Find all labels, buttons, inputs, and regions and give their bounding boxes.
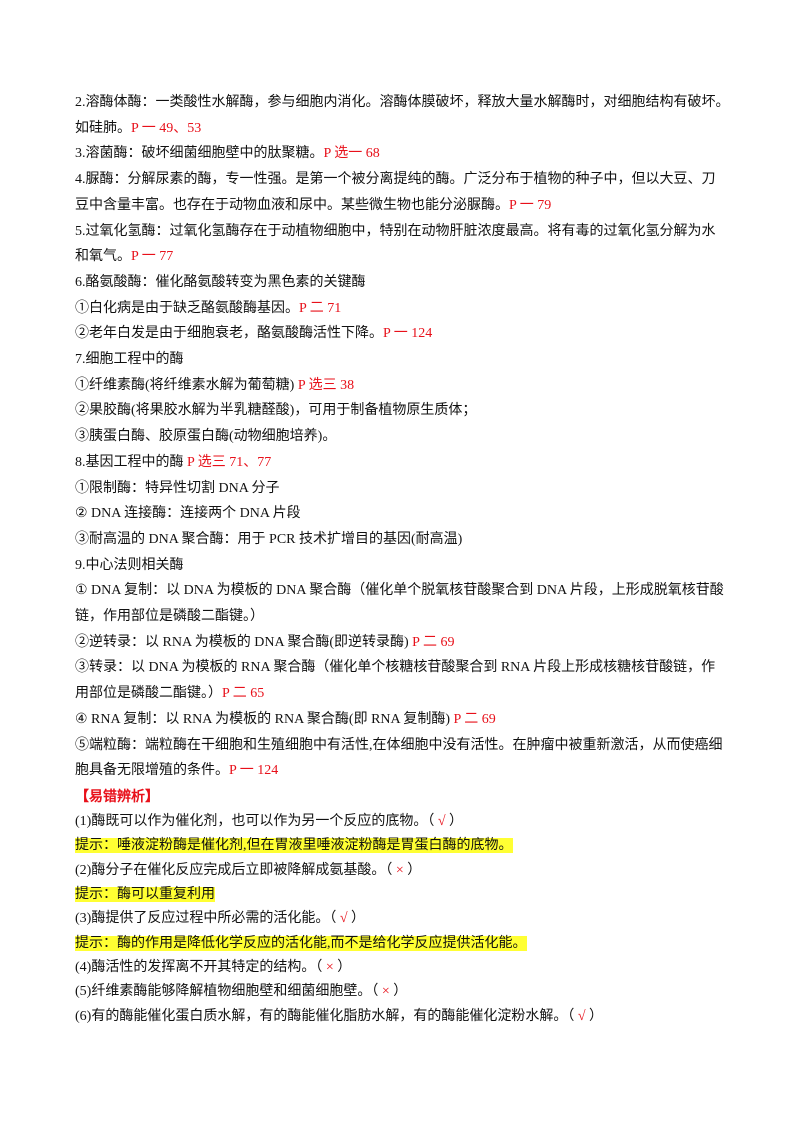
text-line: 和氧气。P 一 77: [75, 247, 173, 267]
text-run: √: [577, 1008, 586, 1024]
text-line: ①白化病是由于缺乏酪氨酸酶基因。P 二 71: [75, 299, 341, 319]
text-run: ②逆转录：以 RNA 为模板的 DNA 聚合酶(即逆转录酶): [75, 634, 413, 650]
text-run: ③转录：以 DNA 为模板的 RNA 聚合酶（催化单个核糖核苷酸聚合到 RNA …: [75, 660, 716, 676]
hint-line: 提示：酶可以重复利用: [75, 885, 215, 905]
text-run: (5)纤维素酶能够降解植物细胞壁和细菌细胞壁。（: [75, 984, 382, 1000]
question-line: (1)酶既可以作为催化剂，也可以作为另一个反应的底物。（ √ ）: [75, 812, 463, 832]
text-run: 提示：酶可以重复利用: [75, 887, 215, 902]
text-run: ② DNA 连接酶：连接两个 DNA 片段: [75, 506, 301, 522]
text-run: 8.基因工程中的酶: [75, 454, 187, 470]
section-title: 【易错辨析】: [75, 789, 159, 805]
text-run: ）: [333, 959, 352, 975]
hint-line: 提示：唾液淀粉酶是催化剂,但在胃液里唾液淀粉酶是胃蛋白酶的底物。: [75, 836, 513, 856]
question-line: (2)酶分子在催化反应完成后立即被降解成氨基酸。（ × ）: [75, 861, 421, 881]
text-run: ）: [585, 1008, 604, 1024]
text-run: (3)酶提供了反应过程中所必需的活化能。（: [75, 911, 340, 927]
text-run: ④ RNA 复制：以 RNA 为模板的 RNA 聚合酶(即 RNA 复制酶): [75, 711, 454, 727]
text-run: (2)酶分子在催化反应完成后立即被降解成氨基酸。（: [75, 862, 396, 878]
text-line: 链，作用部位是磷酸二酯键。）: [75, 607, 264, 627]
text-line: ⑤端粒酶：端粒酶在干细胞和生殖细胞中有活性,在体细胞中没有活性。在肿瘤中被重新激…: [75, 736, 723, 756]
text-line: ②果胶酶(将果胶水解为半乳糖醛酸)，可用于制备植物原生质体；: [75, 401, 476, 421]
text-run: P 一 49、53: [131, 120, 202, 136]
text-run: 7.细胞工程中的酶: [75, 352, 184, 367]
text-line: 4.脲酶：分解尿素的酶，专一性强。是第一个被分离提纯的酶。广泛分布于植物的种子中…: [75, 170, 716, 190]
question-line: (6)有的酶能催化蛋白质水解，有的酶能催化脂肪水解，有的酶能催化淀粉水解。（ √…: [75, 1007, 603, 1027]
text-line: ① DNA 复制：以 DNA 为模板的 DNA 聚合酶（催化单个脱氧核苷酸聚合到…: [75, 581, 724, 601]
text-run: P 二 69: [412, 634, 455, 650]
text-run: (6)有的酶能催化蛋白质水解，有的酶能催化脂肪水解，有的酶能催化淀粉水解。（: [75, 1008, 578, 1024]
text-line: ①纤维素酶(将纤维素水解为葡萄糖) P 选三 38: [75, 376, 354, 396]
text-run: ）: [347, 911, 366, 927]
text-run: ）: [389, 984, 408, 1000]
text-run: 5.过氧化氢酶：过氧化氢酶存在于动植物细胞中，特别在动物肝脏浓度最高。将有毒的过…: [75, 223, 716, 239]
text-run: P 一 124: [229, 763, 279, 779]
text-run: P 一 77: [131, 249, 174, 265]
text-line: ③耐高温的 DNA 聚合酶：用于 PCR 技术扩增目的基因(耐高温): [75, 530, 462, 550]
text-run: 9.中心法则相关酶: [75, 557, 184, 573]
text-run: ×: [395, 862, 404, 878]
text-run: P 二 71: [299, 300, 342, 316]
text-run: ②老年白发是由于细胞衰老，酪氨酸酶活性下降。: [75, 326, 383, 342]
text-line: ③胰蛋白酶、胶原蛋白酶(动物细胞培养)。: [75, 427, 336, 447]
text-run: ③耐高温的 DNA 聚合酶：用于 PCR 技术扩增目的基因(耐高温): [75, 531, 463, 547]
text-run: 胞具备无限增殖的条件。: [75, 763, 229, 779]
text-line: 胞具备无限增殖的条件。P 一 124: [75, 761, 278, 781]
text-line: 5.过氧化氢酶：过氧化氢酶存在于动植物细胞中，特别在动物肝脏浓度最高。将有毒的过…: [75, 222, 716, 242]
text-run: (1)酶既可以作为催化剂，也可以作为另一个反应的底物。（: [75, 814, 438, 830]
question-line: (3)酶提供了反应过程中所必需的活化能。（ √ ）: [75, 909, 365, 929]
text-line: 9.中心法则相关酶: [75, 556, 184, 576]
text-run: 和氧气。: [75, 249, 131, 265]
text-run: P 一 124: [383, 326, 433, 342]
text-run: P 选三 71、77: [187, 454, 272, 470]
text-run: ①限制酶：特异性切割 DNA 分子: [75, 480, 280, 496]
text-run: ③胰蛋白酶、胶原蛋白酶(动物细胞培养)。: [75, 429, 337, 445]
text-run: ⑤端粒酶：端粒酶在干细胞和生殖细胞中有活性,在体细胞中没有活性。在肿瘤中被重新激…: [75, 737, 723, 753]
text-run: 豆中含量丰富。也存在于动物血液和尿中。某些微生物也能分泌脲酶。: [75, 197, 509, 213]
text-run: (4)酶活性的发挥离不开其特定的结构。（: [75, 959, 326, 975]
text-run: ②果胶酶(将果胶水解为半乳糖醛酸)，可用于制备植物原生质体；: [75, 403, 477, 419]
text-line: ②老年白发是由于细胞衰老，酪氨酸酶活性下降。P 一 124: [75, 324, 432, 344]
text-run: P 一 79: [509, 197, 552, 213]
text-run: 6.酪氨酸酶：催化酪氨酸转变为黑色素的关键酶: [75, 274, 366, 290]
text-run: 链，作用部位是磷酸二酯键。）: [75, 609, 264, 624]
text-run: ①纤维素酶(将纤维素水解为葡萄糖): [75, 377, 298, 393]
question-line: (4)酶活性的发挥离不开其特定的结构。（ × ）: [75, 958, 351, 978]
hint-line: 提示：酶的作用是降低化学反应的活化能,而不是给化学反应提供活化能。: [75, 934, 527, 954]
text-line: 6.酪氨酸酶：催化酪氨酸转变为黑色素的关键酶: [75, 273, 366, 293]
text-run: ）: [445, 814, 464, 830]
text-run: P 二 65: [222, 686, 265, 702]
text-run: 4.脲酶：分解尿素的酶，专一性强。是第一个被分离提纯的酶。广泛分布于植物的种子中…: [75, 172, 716, 188]
question-line: (5)纤维素酶能够降解植物细胞壁和细菌细胞壁。（ × ）: [75, 982, 407, 1002]
text-run: ）: [403, 862, 422, 878]
text-line: 3.溶菌酶：破坏细菌细胞壁中的肽聚糖。P 选一 68: [75, 144, 380, 164]
text-line: 8.基因工程中的酶 P 选三 71、77: [75, 453, 271, 473]
text-run: ①白化病是由于缺乏酪氨酸酶基因。: [75, 300, 299, 316]
text-run: 2.溶酶体酶：一类酸性水解酶，参与细胞内消化。溶酶体膜破坏，释放大量水解酶时，对…: [75, 95, 730, 110]
text-line: ①限制酶：特异性切割 DNA 分子: [75, 479, 280, 499]
text-run: 提示：唾液淀粉酶是催化剂,但在胃液里唾液淀粉酶是胃蛋白酶的底物。: [75, 838, 513, 854]
text-line: ②逆转录：以 RNA 为模板的 DNA 聚合酶(即逆转录酶) P 二 69: [75, 633, 454, 653]
text-run: P 二 69: [453, 711, 496, 727]
text-line: ④ RNA 复制：以 RNA 为模板的 RNA 聚合酶(即 RNA 复制酶) P…: [75, 710, 496, 730]
text-line: 2.溶酶体酶：一类酸性水解酶，参与细胞内消化。溶酶体膜破坏，释放大量水解酶时，对…: [75, 93, 730, 113]
text-line: ② DNA 连接酶：连接两个 DNA 片段: [75, 504, 301, 524]
text-line: 豆中含量丰富。也存在于动物血液和尿中。某些微生物也能分泌脲酶。P 一 79: [75, 196, 551, 216]
text-run: P 选三 38: [297, 377, 355, 393]
text-line: ③转录：以 DNA 为模板的 RNA 聚合酶（催化单个核糖核苷酸聚合到 RNA …: [75, 658, 715, 678]
text-line: 用部位是磷酸二酯键。）P 二 65: [75, 684, 264, 704]
text-run: P 选一 68: [323, 146, 380, 162]
text-run: ×: [381, 984, 390, 1000]
text-run: ×: [325, 959, 334, 975]
text-run: √: [339, 911, 348, 927]
text-run: 用部位是磷酸二酯键。）: [75, 686, 222, 702]
text-run: ① DNA 复制：以 DNA 为模板的 DNA 聚合酶（催化单个脱氧核苷酸聚合到…: [75, 583, 724, 599]
text-run: 3.溶菌酶：破坏细菌细胞壁中的肽聚糖。: [75, 146, 324, 162]
text-run: √: [437, 814, 446, 830]
text-run: 提示：酶的作用是降低化学反应的活化能,而不是给化学反应提供活化能。: [75, 935, 527, 951]
text-run: 如硅肺。: [75, 120, 131, 136]
text-line: 如硅肺。P 一 49、53: [75, 119, 201, 139]
text-line: 7.细胞工程中的酶: [75, 350, 184, 370]
